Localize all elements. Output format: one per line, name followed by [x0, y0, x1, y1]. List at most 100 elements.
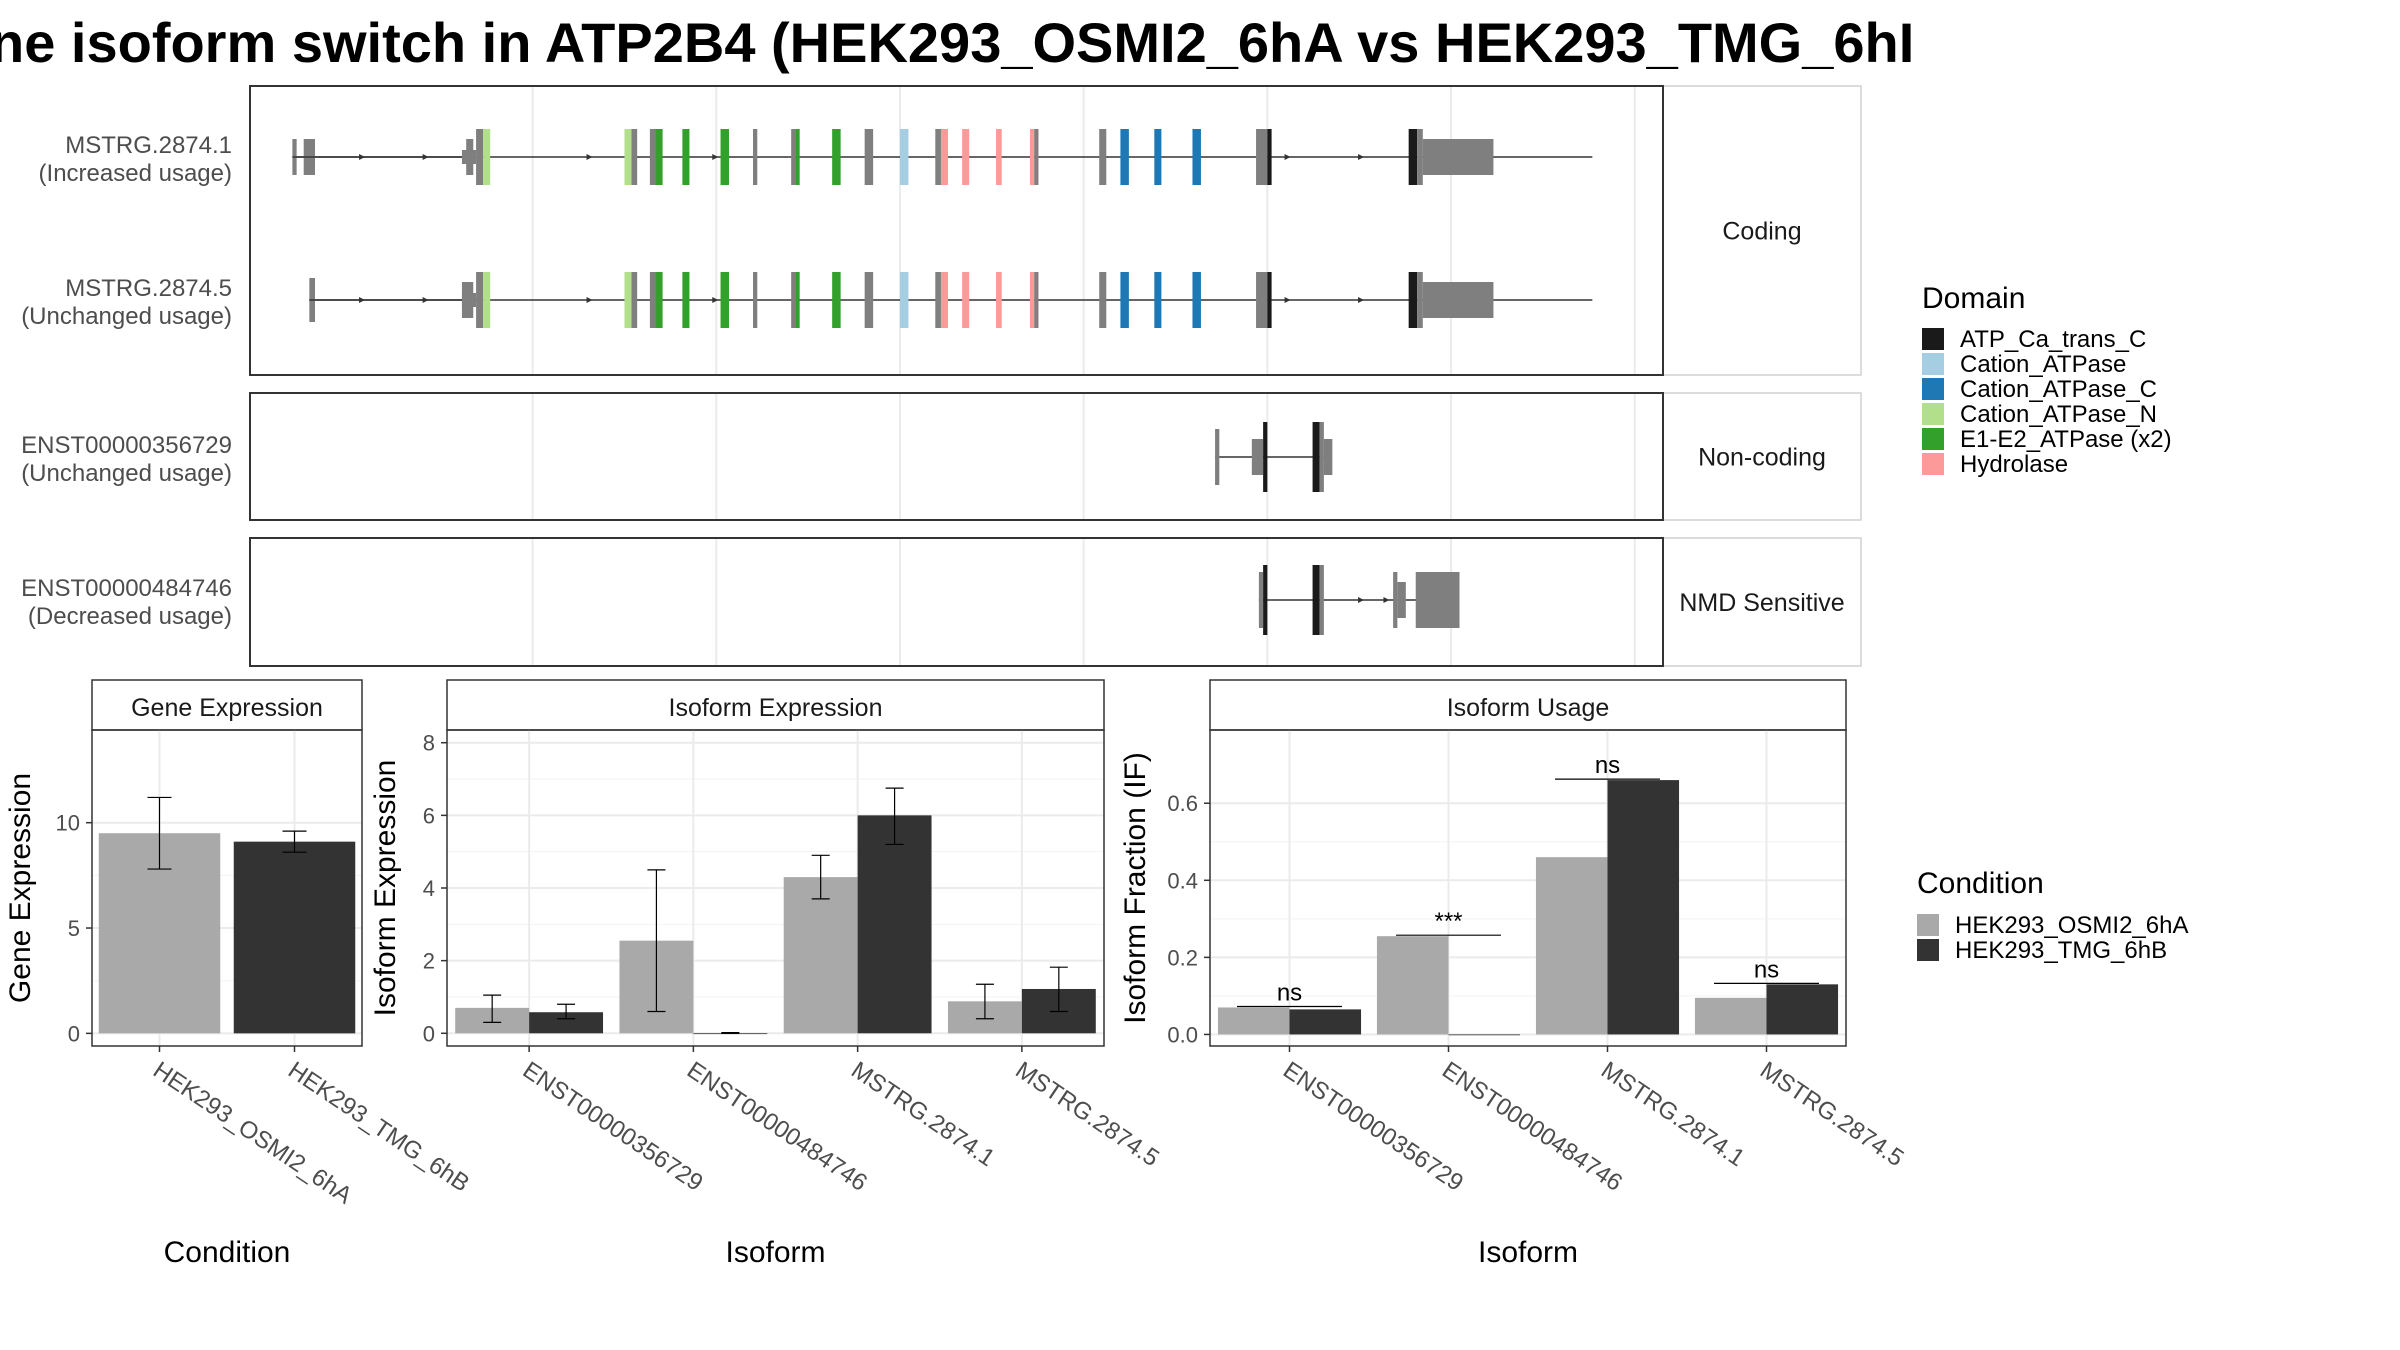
- exon: [935, 129, 941, 185]
- chart-strip: [91, 679, 363, 731]
- exon: [1258, 572, 1264, 628]
- significance-label: ns: [1595, 752, 1620, 779]
- strand-arrow: [422, 297, 429, 303]
- exon: [1393, 572, 1398, 628]
- strand-arrow: [359, 154, 366, 160]
- exon: [1312, 565, 1320, 635]
- exon: [1034, 129, 1039, 185]
- exon: [1263, 565, 1268, 635]
- strand-arrow: [586, 154, 593, 160]
- exon: [1215, 429, 1220, 485]
- exon: [1192, 272, 1201, 328]
- exon: [720, 129, 730, 185]
- facet-strip: [1662, 537, 1862, 667]
- exon: [1034, 272, 1039, 328]
- x-axis-title: Condition: [164, 1236, 291, 1269]
- significance-label: ***: [1434, 908, 1462, 935]
- exon: [1397, 582, 1406, 618]
- bar: [529, 1012, 604, 1034]
- x-axis-title: Isoform: [1478, 1236, 1578, 1269]
- y-tick-label: 10: [56, 811, 80, 836]
- exon: [996, 129, 1002, 185]
- strand-arrow: [1358, 297, 1365, 303]
- exon: [682, 129, 690, 185]
- exon: [791, 129, 796, 185]
- exon: [795, 272, 800, 328]
- exon: [940, 272, 949, 328]
- strand-arrow: [712, 154, 719, 160]
- exon: [1029, 272, 1035, 328]
- legend-domain-key: [1922, 403, 1944, 425]
- exon: [483, 272, 491, 328]
- y-tick-label: 8: [423, 731, 435, 756]
- exon: [1120, 129, 1129, 185]
- exon: [962, 272, 970, 328]
- y-tick-label: 0.0: [1167, 1022, 1198, 1047]
- exon: [649, 129, 656, 185]
- structure-panel-bg: [250, 393, 1663, 520]
- facet-strip-label: Coding: [1722, 218, 1801, 246]
- exon: [1415, 572, 1460, 628]
- legend-condition-label: HEK293_OSMI2_6hA: [1955, 912, 2188, 939]
- exon: [832, 129, 841, 185]
- y-tick-label: 0.2: [1167, 945, 1198, 970]
- exon: [655, 272, 663, 328]
- y-tick-label: 0.6: [1167, 791, 1198, 816]
- bar: [783, 877, 858, 1034]
- transcript-usage-label: (Unchanged usage): [21, 460, 232, 487]
- y-tick-label: 4: [423, 876, 435, 901]
- transcript-label: MSTRG.2874.1: [65, 132, 232, 159]
- strand-arrow: [1358, 154, 1365, 160]
- transcript-label: MSTRG.2874.5: [65, 275, 232, 302]
- significance-label: ns: [1754, 956, 1779, 983]
- bar: [1376, 936, 1449, 1035]
- y-tick-label: 2: [423, 949, 435, 974]
- legend-domain-label: Hydrolase: [1960, 451, 2068, 478]
- strand-arrow: [1284, 154, 1291, 160]
- legend-domain-key: [1922, 328, 1944, 350]
- legend-domain-key: [1922, 353, 1944, 375]
- exon: [649, 272, 656, 328]
- x-tick-label: MSTRG.2874.5: [1011, 1057, 1164, 1173]
- exon: [935, 272, 941, 328]
- bar: [1289, 1009, 1362, 1035]
- bar: [1535, 857, 1608, 1035]
- y-tick-label: 0.4: [1167, 868, 1198, 893]
- exon: [864, 129, 874, 185]
- x-tick-label: ENST00000356729: [518, 1057, 708, 1197]
- chart-frame: [91, 729, 363, 1047]
- significance-label: ns: [1277, 979, 1302, 1006]
- bar: [1766, 984, 1839, 1035]
- legend-domain-key: [1922, 378, 1944, 400]
- y-tick-label: 6: [423, 803, 435, 828]
- exon: [720, 272, 730, 328]
- exon: [753, 129, 758, 185]
- exon: [483, 129, 491, 185]
- exon: [1256, 129, 1268, 185]
- exon: [1251, 439, 1264, 475]
- exon: [1422, 282, 1494, 318]
- exon: [791, 272, 796, 328]
- exon: [1267, 129, 1272, 185]
- exon: [1319, 565, 1324, 635]
- transcript-label: ENST00000484746: [21, 575, 232, 602]
- exon: [1408, 272, 1418, 328]
- legend-domain-label: E1-E2_ATPase (x2): [1960, 426, 2172, 453]
- exon: [940, 129, 949, 185]
- x-axis-title: Isoform: [725, 1236, 825, 1269]
- chart-title: Isoform Expression: [669, 694, 883, 722]
- exon: [655, 129, 663, 185]
- exon: [1099, 272, 1107, 328]
- chart-strip: [1209, 679, 1847, 731]
- bar: [1217, 1007, 1290, 1035]
- exon: [1417, 129, 1423, 185]
- legend-domain-label: Cation_ATPase_C: [1960, 376, 2157, 403]
- exon: [1312, 422, 1320, 492]
- legend-domain-label: Cation_ATPase: [1960, 351, 2126, 378]
- chart-title: Isoform Usage: [1447, 694, 1610, 722]
- exon: [476, 129, 484, 185]
- exon: [832, 272, 841, 328]
- exon: [1408, 129, 1418, 185]
- exon: [1099, 129, 1107, 185]
